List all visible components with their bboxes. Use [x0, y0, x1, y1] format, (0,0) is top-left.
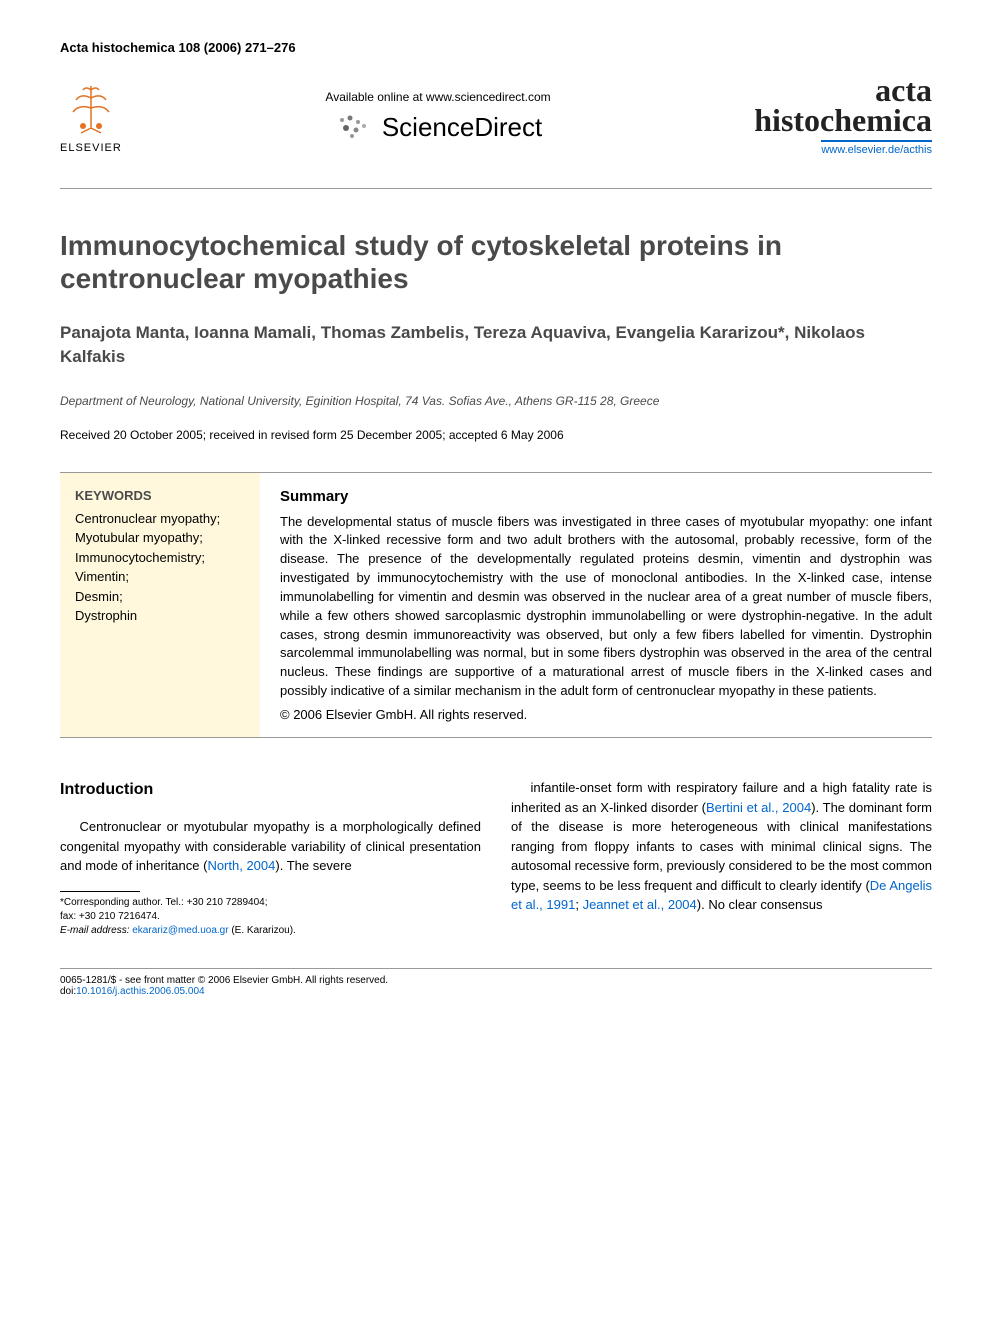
introduction-heading: Introduction: [60, 778, 481, 802]
journal-citation-header: Acta histochemica 108 (2006) 271–276: [60, 40, 932, 55]
summary-text: The developmental status of muscle fiber…: [280, 513, 932, 701]
journal-title-line2: histochemica: [754, 105, 932, 135]
authors-list: Panajota Manta, Ioanna Mamali, Thomas Za…: [60, 321, 932, 369]
footer-copyright: 0065-1281/$ - see front matter © 2006 El…: [60, 975, 932, 986]
sciencedirect-block: Available online at www.sciencedirect.co…: [142, 90, 734, 143]
journal-url-link[interactable]: www.elsevier.de/acthis: [821, 140, 932, 156]
keywords-heading: KEYWORDS: [75, 488, 245, 503]
available-online-text: Available online at www.sciencedirect.co…: [142, 90, 734, 104]
sciencedirect-logo: ScienceDirect: [142, 112, 734, 143]
keywords-list: Centronuclear myopathy; Myotubular myopa…: [75, 509, 245, 626]
summary-column: Summary The developmental status of musc…: [260, 473, 932, 737]
intro-paragraph-cont: infantile-onset form with respiratory fa…: [511, 778, 932, 915]
email-label: E-mail address:: [60, 925, 132, 936]
sciencedirect-text: ScienceDirect: [382, 112, 542, 143]
elsevier-tree-icon: [61, 78, 121, 138]
col2-text-3: ). No clear consensus: [697, 897, 823, 912]
body-column-right: infantile-onset form with respiratory fa…: [511, 778, 932, 938]
body-columns: Introduction Centronuclear or myotubular…: [60, 778, 932, 938]
doi-link[interactable]: 10.1016/j.acthis.2006.05.004: [76, 986, 204, 997]
fax-number: fax: +30 210 7216474.: [60, 910, 481, 924]
email-link[interactable]: ekarariz@med.uoa.gr: [132, 925, 228, 936]
footer-doi: doi:10.1016/j.acthis.2006.05.004: [60, 986, 932, 997]
affiliation: Department of Neurology, National Univer…: [60, 394, 932, 408]
article-title: Immunocytochemical study of cytoskeletal…: [60, 229, 932, 296]
citation-bertini-2004[interactable]: Bertini et al., 2004: [706, 800, 811, 815]
sciencedirect-dots-icon: [334, 112, 374, 142]
body-column-left: Introduction Centronuclear or myotubular…: [60, 778, 481, 938]
intro-paragraph: Centronuclear or myotubular myopathy is …: [60, 817, 481, 876]
intro-text-1-end: ). The severe: [275, 858, 351, 873]
journal-title-line1: acta: [754, 75, 932, 105]
citation-north-2004[interactable]: North, 2004: [207, 858, 275, 873]
footnote-divider: [60, 891, 140, 892]
email-line: E-mail address: ekarariz@med.uoa.gr (E. …: [60, 924, 481, 938]
logos-row: ELSEVIER Available online at www.science…: [60, 75, 932, 189]
summary-copyright: © 2006 Elsevier GmbH. All rights reserve…: [280, 707, 932, 722]
elsevier-logo: ELSEVIER: [60, 78, 122, 154]
article-dates: Received 20 October 2005; received in re…: [60, 428, 932, 442]
journal-logo: acta histochemica www.elsevier.de/acthis: [754, 75, 932, 158]
elsevier-label: ELSEVIER: [60, 142, 122, 154]
abstract-box: KEYWORDS Centronuclear myopathy; Myotubu…: [60, 472, 932, 738]
summary-heading: Summary: [280, 488, 932, 505]
corresponding-author: *Corresponding author. Tel.: +30 210 728…: [60, 896, 481, 910]
email-name: (E. Kararizou).: [229, 925, 296, 936]
col2-sep: ;: [575, 897, 582, 912]
doi-label: doi:: [60, 986, 76, 997]
page-footer: 0065-1281/$ - see front matter © 2006 El…: [60, 968, 932, 997]
citation-jeannet-2004[interactable]: Jeannet et al., 2004: [583, 897, 697, 912]
keywords-column: KEYWORDS Centronuclear myopathy; Myotubu…: [60, 473, 260, 737]
